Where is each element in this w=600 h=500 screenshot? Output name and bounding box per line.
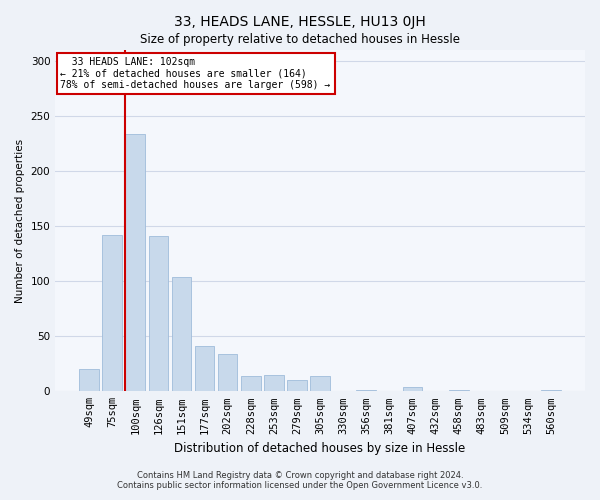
Bar — [103, 235, 122, 392]
Bar — [264, 375, 284, 392]
Text: Size of property relative to detached houses in Hessle: Size of property relative to detached ho… — [140, 32, 460, 46]
Bar — [287, 380, 307, 392]
Bar — [172, 277, 191, 392]
Text: 33, HEADS LANE, HESSLE, HU13 0JH: 33, HEADS LANE, HESSLE, HU13 0JH — [174, 15, 426, 29]
Bar — [79, 370, 99, 392]
Bar — [541, 390, 561, 392]
Bar — [125, 134, 145, 392]
X-axis label: Distribution of detached houses by size in Hessle: Distribution of detached houses by size … — [175, 442, 466, 455]
Text: Contains HM Land Registry data © Crown copyright and database right 2024.
Contai: Contains HM Land Registry data © Crown c… — [118, 470, 482, 490]
Bar — [403, 387, 422, 392]
Bar — [149, 236, 168, 392]
Bar — [241, 376, 260, 392]
Bar — [195, 346, 214, 392]
Bar — [356, 390, 376, 392]
Bar — [218, 354, 238, 392]
Bar — [449, 390, 469, 392]
Bar — [310, 376, 330, 392]
Y-axis label: Number of detached properties: Number of detached properties — [15, 138, 25, 302]
Text: 33 HEADS LANE: 102sqm
← 21% of detached houses are smaller (164)
78% of semi-det: 33 HEADS LANE: 102sqm ← 21% of detached … — [61, 57, 331, 90]
